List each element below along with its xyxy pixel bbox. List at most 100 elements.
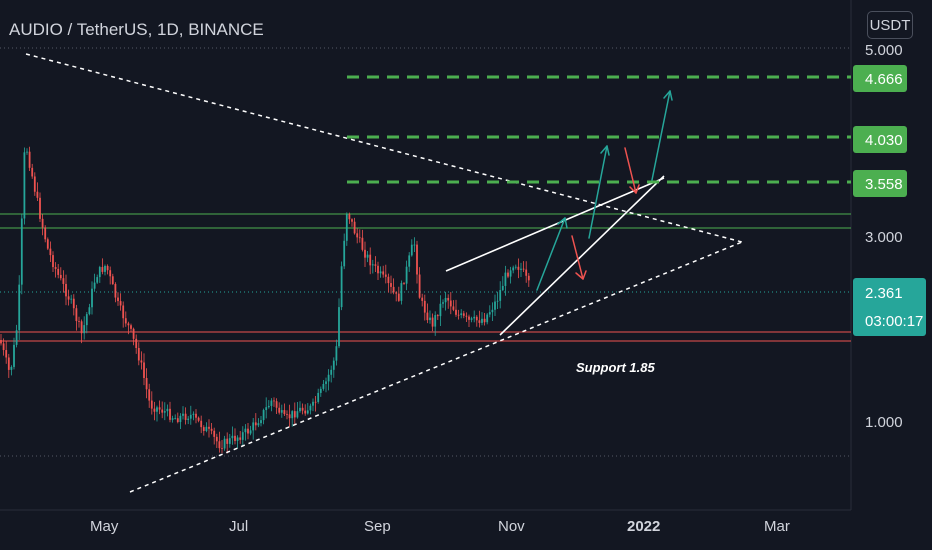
candle-body-69: [179, 415, 182, 423]
svg-text:2.361: 2.361: [865, 285, 903, 302]
candle-body-196: [509, 270, 512, 277]
candle-body-53: [137, 347, 140, 361]
candle-body-80: [208, 426, 210, 429]
candle-body-34: [88, 307, 91, 315]
candle-body-88: [228, 438, 231, 444]
candle-body-149: [387, 276, 390, 284]
candle-body-123: [319, 388, 322, 393]
candle-body-25: [65, 283, 67, 297]
target-badge-2[interactable]: 4.030: [853, 126, 907, 153]
candle-body-124: [322, 383, 325, 389]
candle-body-100: [260, 420, 262, 424]
target-badge-1[interactable]: 4.666: [853, 65, 907, 92]
candle-body-0: [0, 340, 2, 344]
candle-body-159: [413, 244, 416, 246]
candle-body-64: [166, 408, 169, 412]
candle-body-27: [70, 298, 73, 300]
svg-text:4.030: 4.030: [865, 132, 903, 149]
candle-body-182: [473, 316, 476, 319]
candle-body-19: [49, 248, 52, 256]
candle-body-54: [140, 360, 143, 363]
candle-body-139: [361, 237, 364, 250]
candle-body-193: [501, 285, 504, 291]
candle-body-6: [15, 330, 18, 345]
projection-arrowhead-2: [575, 270, 587, 280]
candle-body-20: [52, 255, 54, 268]
projection-arrowhead-1: [557, 217, 568, 229]
x-tick-nov: Nov: [498, 518, 525, 535]
target-badge-3[interactable]: 3.558: [853, 170, 907, 197]
candle-body-45: [117, 297, 119, 302]
chart-title: AUDIO / TetherUS, 1D, BINANCE: [9, 20, 264, 39]
candle-body-199: [517, 266, 520, 270]
candle-body-60: [156, 407, 158, 412]
candle-body-173: [449, 300, 452, 307]
candle-body-96: [249, 430, 252, 434]
wedge-lower-line[interactable]: [499, 175, 665, 336]
candle-body-42: [109, 270, 112, 277]
candle-body-153: [397, 293, 400, 301]
candle-body-81: [210, 428, 213, 431]
projection-path-up-1: [536, 217, 566, 291]
support-annotation: Support 1.85: [576, 360, 656, 375]
candle-body-169: [439, 303, 442, 317]
candle-body-11: [28, 151, 31, 168]
candle-body-1: [2, 343, 5, 351]
candle-body-171: [444, 297, 447, 303]
x-tick-sep: Sep: [364, 518, 391, 535]
candle-body-3: [7, 357, 10, 370]
candle-body-188: [488, 312, 491, 315]
candle-body-166: [431, 317, 434, 327]
candle-body-97: [252, 422, 255, 431]
candle-body-13: [33, 176, 36, 192]
candle-body-67: [174, 418, 177, 420]
candle-body-92: [239, 437, 242, 440]
candle-body-168: [436, 315, 439, 317]
candle-body-14: [36, 191, 39, 198]
candle-body-140: [364, 249, 366, 258]
currency-button[interactable]: USDT: [867, 11, 913, 39]
candle-body-118: [306, 410, 309, 414]
candle-body-128: [332, 360, 335, 370]
wedge-upper-line[interactable]: [445, 177, 665, 272]
candle-body-125: [325, 381, 327, 384]
candle-body-126: [327, 374, 330, 382]
candle-body-164: [426, 312, 429, 321]
candle-body-37: [96, 277, 99, 283]
svg-text:3.558: 3.558: [865, 176, 903, 193]
candle-body-185: [481, 318, 483, 323]
candle-body-85: [221, 448, 223, 449]
candle-body-48: [124, 318, 127, 324]
candle-body-35: [91, 288, 93, 308]
candle-body-190: [494, 301, 496, 310]
candle-body-18: [46, 239, 49, 249]
candle-body-160: [416, 244, 418, 275]
candle-body-93: [241, 432, 244, 440]
candle-body-47: [122, 305, 125, 319]
candle-body-179: [465, 315, 468, 317]
candle-body-70: [182, 413, 184, 416]
candle-body-187: [486, 314, 489, 323]
x-tick-may: May: [90, 518, 119, 535]
last-price-badge[interactable]: 2.361 03:00:17: [853, 278, 926, 336]
candle-body-103: [267, 405, 270, 408]
candle-body-163: [423, 300, 426, 313]
candle-body-104: [270, 400, 273, 406]
candle-body-109: [283, 410, 286, 415]
candle-body-66: [171, 418, 174, 420]
candle-body-148: [384, 274, 387, 277]
candle-body-167: [434, 315, 437, 327]
candle-body-62: [161, 409, 164, 413]
candle-body-57: [148, 389, 151, 401]
y-tick-1: 1.000: [865, 414, 903, 431]
triangle-lower-trendline[interactable]: [129, 241, 743, 493]
candle-body-121: [314, 401, 317, 403]
candle-body-198: [514, 266, 517, 268]
candle-body-63: [163, 411, 166, 413]
triangle-upper-trendline[interactable]: [25, 53, 743, 243]
candle-body-161: [418, 274, 421, 298]
candle-body-150: [390, 283, 392, 287]
candle-body-200: [520, 268, 522, 270]
candle-body-106: [275, 401, 278, 408]
